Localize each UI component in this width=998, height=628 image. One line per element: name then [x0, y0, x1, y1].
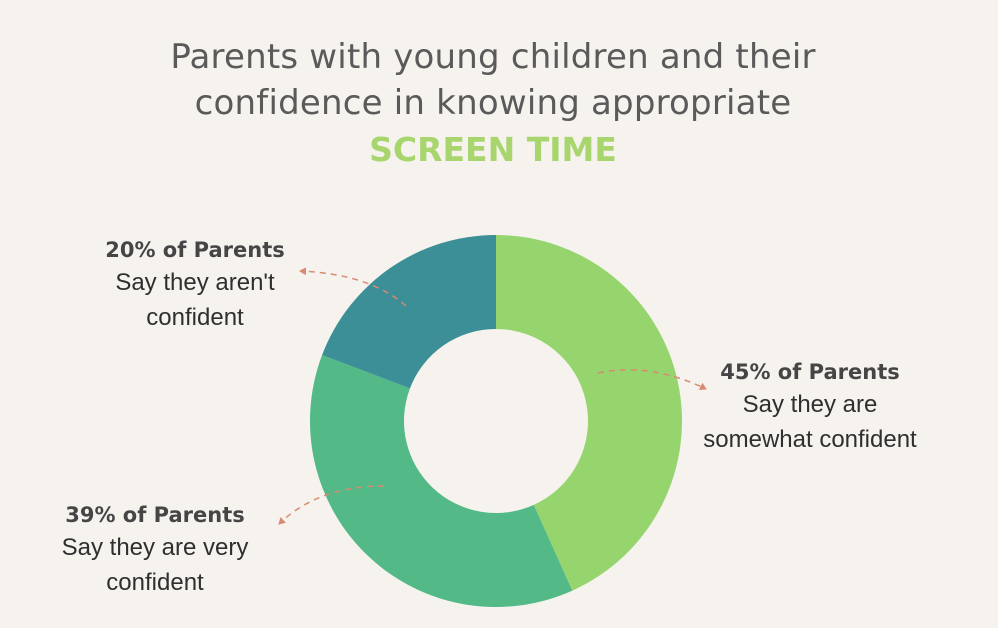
title-line-1: Parents with young children and their	[170, 37, 816, 77]
callout-arrow-very-confident	[278, 485, 385, 525]
callout-not-confident: 20% of Parents Say they aren't confident	[70, 235, 320, 335]
callout-very-confident: 39% of Parents Say they are very confide…	[20, 500, 290, 600]
callout-somewhat-confident: 45% of Parents Say they are somewhat con…	[665, 357, 955, 457]
callout-percent: 39% of Parents	[65, 503, 245, 527]
title-line-2: confidence in knowing appropriate	[194, 83, 792, 123]
callout-desc-line-2: somewhat confident	[703, 426, 917, 453]
callout-desc-line-2: confident	[146, 304, 244, 331]
callout-desc-line-1: Say they are	[742, 391, 878, 418]
donut-slice-2	[322, 235, 496, 389]
callout-arrow-somewhat-confident	[597, 369, 707, 390]
callout-desc-line-1: Say they aren't	[115, 269, 275, 296]
donut-slice-0	[496, 235, 683, 591]
chart-title: Parents with young children and their co…	[0, 34, 986, 173]
callout-percent: 20% of Parents	[105, 238, 285, 262]
callout-desc-line-1: Say they are very	[61, 534, 249, 561]
title-accent: SCREEN TIME	[369, 130, 617, 169]
donut-slice-1	[310, 355, 573, 607]
callout-arrow-not-confident	[299, 267, 407, 307]
callout-percent: 45% of Parents	[720, 360, 900, 384]
donut-slices	[310, 235, 683, 607]
callout-desc-line-2: confident	[106, 569, 204, 596]
